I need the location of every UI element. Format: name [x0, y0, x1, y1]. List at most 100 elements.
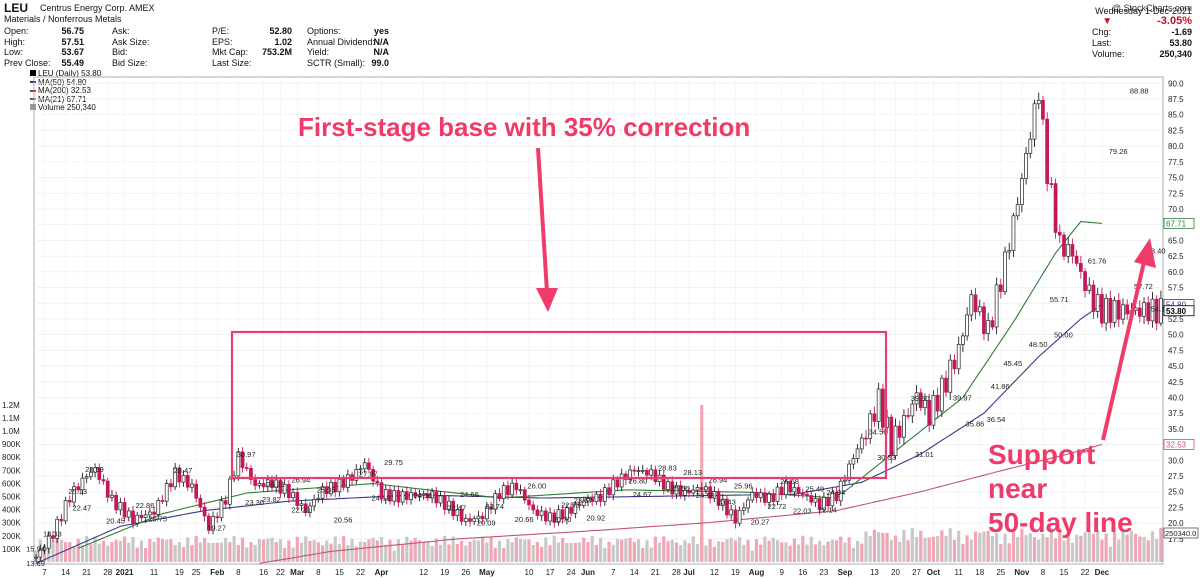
candle-body — [299, 503, 304, 506]
candle-body — [788, 481, 793, 493]
price-label: 50.00 — [1054, 331, 1073, 340]
candle-body — [333, 482, 338, 493]
legend-text: MA(50) 54.80 — [38, 77, 87, 87]
price-label: 22.47 — [72, 504, 91, 513]
candle-body — [303, 503, 308, 513]
candle-body — [345, 474, 350, 488]
candle-body — [598, 493, 603, 502]
legend-swatch — [30, 70, 36, 76]
candle-body — [577, 503, 582, 506]
legend-ma50: MA(50) 54.80 — [30, 77, 101, 88]
candle-body — [185, 475, 190, 488]
candle-body — [539, 510, 544, 516]
volume-bar — [1087, 530, 1091, 562]
volume-bar — [902, 529, 906, 562]
volume-bar — [422, 542, 426, 562]
candle-body — [918, 392, 923, 409]
volume-bar — [839, 536, 843, 562]
volume-bar — [375, 540, 379, 562]
candle-body — [38, 549, 43, 558]
x-tick-label: 20 — [891, 568, 900, 577]
y-tick-label: 75.0 — [1168, 174, 1184, 183]
candle-body — [653, 469, 658, 482]
candle-body — [367, 462, 371, 470]
candle-body — [851, 458, 856, 465]
price-tag-box — [1163, 305, 1195, 317]
candle-body — [1154, 298, 1159, 324]
volume-bar — [358, 541, 363, 562]
candle-body — [400, 491, 405, 503]
price-label: 29.75 — [384, 458, 403, 467]
candle-body — [76, 486, 81, 491]
volume-bar — [417, 539, 422, 562]
volume-bar — [1096, 530, 1100, 562]
volume-bar — [716, 541, 721, 562]
volume-bar — [742, 544, 746, 562]
ticker-symbol: LEU — [4, 1, 28, 15]
price-label: 19.27 — [207, 524, 226, 533]
x-tick-label: 8 — [236, 568, 241, 577]
volume-bar — [240, 537, 245, 562]
volume-bar — [215, 542, 219, 562]
price-label: 30.97 — [237, 450, 256, 459]
candle-body — [383, 489, 388, 500]
candle-body — [434, 491, 439, 504]
volume-bar — [110, 542, 114, 562]
volume-bar — [961, 543, 965, 562]
volume-bar — [106, 545, 110, 562]
volume-bar — [548, 545, 552, 562]
candle-body — [147, 511, 152, 516]
volume-bar — [729, 537, 733, 562]
candle-body — [1137, 307, 1142, 317]
candle-body — [101, 479, 106, 482]
candle-body — [944, 377, 948, 393]
x-tick-label: 21 — [651, 568, 660, 577]
candle-body — [619, 473, 624, 488]
price-label: 48.50 — [1029, 340, 1048, 349]
volume-bar — [203, 537, 207, 562]
volume-bar — [63, 542, 68, 562]
candle-body — [206, 515, 211, 531]
volume-bar — [127, 542, 131, 562]
candle-body — [1104, 298, 1108, 324]
candle-body — [501, 485, 506, 499]
ma21-tag-box — [1163, 217, 1195, 229]
ma200-tag-box — [1163, 439, 1195, 450]
price-label: 39.97 — [953, 394, 972, 403]
candle-body — [965, 314, 969, 337]
volume-bar — [165, 539, 169, 562]
base-arrow-head — [536, 288, 558, 312]
candle-body — [859, 437, 864, 450]
candle-body — [712, 491, 717, 499]
volume-bar — [506, 538, 510, 562]
candle-body — [602, 487, 607, 502]
candle-body — [270, 479, 274, 488]
volume-bar — [641, 548, 645, 562]
volume-bar — [704, 545, 708, 562]
candle-body — [447, 500, 451, 510]
volume-tick-label: 900K — [2, 440, 21, 449]
candle-body — [249, 468, 253, 480]
volume-bar — [274, 541, 278, 562]
price-label: 20.75 — [148, 514, 167, 523]
volume-bar — [194, 535, 198, 562]
candle-body — [485, 506, 489, 520]
candle-body — [990, 320, 995, 328]
x-tick-label: 7 — [42, 568, 47, 577]
volume-tick-label: 300K — [2, 519, 21, 528]
volume-bar — [919, 530, 923, 562]
candle-body — [1079, 263, 1083, 272]
candle-body — [211, 516, 215, 531]
volume-bar — [181, 547, 186, 562]
price-label: 28.59 — [85, 465, 104, 474]
volume-bar — [881, 532, 885, 562]
volume-bar — [725, 539, 729, 562]
volume-bar — [333, 536, 337, 562]
volume-bar — [927, 537, 931, 562]
candle-body — [1125, 304, 1130, 315]
candle-body — [670, 481, 675, 495]
volume-bar — [792, 538, 796, 562]
candle-body — [282, 484, 287, 494]
y-tick-label: 27.5 — [1168, 472, 1184, 481]
volume-bar — [615, 538, 620, 562]
